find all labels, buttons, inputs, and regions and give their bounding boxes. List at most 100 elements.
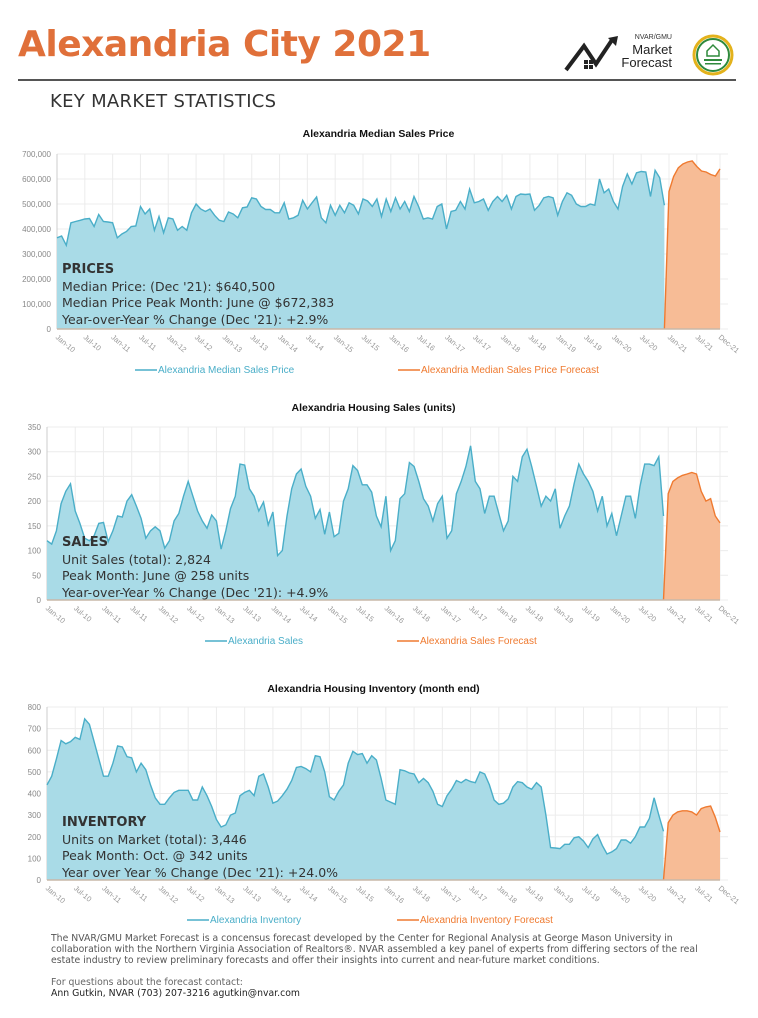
x-tick-label: Jan-19 <box>552 604 575 626</box>
sales-yoy: Year-over-Year % Change (Dec '21): +4.9% <box>62 584 329 600</box>
x-tick-label: Jul-20 <box>638 333 659 353</box>
x-tick-label: Jan-10 <box>54 333 77 355</box>
x-tick-label: Jul-12 <box>185 604 206 624</box>
x-tick-label: Jul-15 <box>354 604 375 624</box>
x-tick-label: Jul-13 <box>248 333 269 353</box>
x-tick-label: Jan-17 <box>439 884 462 906</box>
x-tick-label: Jan-20 <box>608 884 631 906</box>
x-tick-label: Jan-12 <box>157 604 180 626</box>
x-tick-label: Jan-14 <box>276 333 299 355</box>
y-tick-label: 500 <box>28 768 42 777</box>
y-tick-label: 100 <box>28 547 42 556</box>
forecast-line <box>662 805 721 881</box>
nvar-gmu-market-forecast-logo: NVAR/GMU Market Forecast <box>562 34 678 74</box>
y-tick-label: 350 <box>28 423 42 432</box>
x-tick-label: Jul-15 <box>360 333 381 353</box>
chart-title: Alexandria Housing Inventory (month end) <box>267 683 479 695</box>
x-tick-label: Jul-10 <box>72 884 93 904</box>
contact-block: For questions about the forecast contact… <box>51 977 300 999</box>
footer-paragraph: The NVAR/GMU Market Forecast is a concen… <box>51 933 698 966</box>
x-tick-label: Jul-16 <box>411 884 432 904</box>
x-tick-label: Jan-13 <box>213 604 236 626</box>
inventory-total: Units on Market (total): 3,446 <box>62 831 247 847</box>
forecast-line <box>663 160 721 330</box>
x-tick-label: Jan-18 <box>499 333 522 355</box>
x-tick-label: Jul-16 <box>411 604 432 624</box>
x-tick-label: Jul-20 <box>637 604 658 624</box>
x-tick-label: Jul-14 <box>298 604 319 624</box>
page-title: Alexandria City 2021 <box>18 24 431 65</box>
forecast-area <box>663 806 720 880</box>
inventory-stats-box: INVENTORY Units on Market (total): 3,446… <box>62 815 338 881</box>
x-tick-label: Jan-21 <box>665 604 688 626</box>
sales-heading: SALES <box>62 535 108 550</box>
y-tick-label: 200 <box>28 497 42 506</box>
header-divider <box>18 79 736 81</box>
x-tick-label: Jul-21 <box>693 604 714 624</box>
chart-title: Alexandria Median Sales Price <box>303 128 455 140</box>
history-area <box>47 718 664 880</box>
y-tick-label: 200 <box>28 833 42 842</box>
y-tick-label: 300 <box>28 448 42 457</box>
x-tick-label: Jul-17 <box>467 604 488 624</box>
x-tick-label: Jul-11 <box>137 333 158 353</box>
x-tick-label: Jul-13 <box>241 604 262 624</box>
x-tick-label: Jan-17 <box>439 604 462 626</box>
y-tick-label: 0 <box>37 596 42 605</box>
sales-peak: Peak Month: June @ 258 units <box>62 568 250 583</box>
x-tick-label: Jan-21 <box>666 333 689 355</box>
x-tick-label: Jul-18 <box>527 333 548 353</box>
x-tick-label: Jul-13 <box>241 884 262 904</box>
x-tick-label: Jan-11 <box>100 604 123 625</box>
inventory-peak: Peak Month: Oct. @ 342 units <box>62 848 248 863</box>
y-tick-label: 800 <box>28 703 42 712</box>
history-line <box>46 445 665 558</box>
x-tick-label: Jul-14 <box>298 884 319 904</box>
y-tick-label: 600 <box>28 746 42 755</box>
x-tick-label: Jan-13 <box>213 884 236 906</box>
x-tick-label: Jan-17 <box>443 333 466 355</box>
x-tick-label: Dec-21 <box>717 884 741 906</box>
x-tick-label: Jul-18 <box>524 604 545 624</box>
x-tick-label: Jan-15 <box>326 604 349 626</box>
prices-yoy: Year-over-Year % Change (Dec '21): +2.9% <box>62 311 329 327</box>
y-tick-label: 0 <box>37 876 42 885</box>
prices-peak: Median Price Peak Month: June @ $672,383 <box>62 295 335 310</box>
center-regional-analysis-logo <box>692 34 734 76</box>
x-tick-label: Jan-21 <box>665 884 688 906</box>
x-tick-label: Jan-12 <box>165 333 188 355</box>
y-tick-label: 100,000 <box>22 300 51 309</box>
prices-heading: PRICES <box>62 262 115 277</box>
x-tick-label: Jul-18 <box>524 884 545 904</box>
x-tick-label: Jul-19 <box>580 604 601 624</box>
y-tick-label: 150 <box>28 522 42 531</box>
contact-info: Ann Gutkin, NVAR (703) 207-3216 agutkin@… <box>51 988 300 999</box>
forecast-area <box>663 472 720 600</box>
x-tick-label: Jul-21 <box>693 884 714 904</box>
x-tick-label: Jan-15 <box>326 884 349 906</box>
chart-title: Alexandria Housing Sales (units) <box>292 402 456 414</box>
y-tick-label: 600,000 <box>22 175 51 184</box>
x-tick-label: Jul-19 <box>582 333 603 353</box>
section-subtitle: KEY MARKET STATISTICS <box>50 91 277 112</box>
x-tick-label: Jul-20 <box>637 884 658 904</box>
x-tick-label: Jan-12 <box>157 884 180 906</box>
x-tick-label: Jan-15 <box>332 333 355 355</box>
x-tick-label: Jan-18 <box>496 604 519 626</box>
legend-label: Alexandria Sales Forecast <box>420 636 537 647</box>
y-tick-label: 200,000 <box>22 275 51 284</box>
x-tick-label: Jul-11 <box>128 884 149 904</box>
prices-stats-box: PRICES Median Price: (Dec '21): $640,500… <box>62 262 334 328</box>
legend-label: Alexandria Inventory Forecast <box>420 915 553 926</box>
x-tick-label: Jul-14 <box>304 333 325 353</box>
x-tick-label: Jan-13 <box>221 333 244 355</box>
x-tick-label: Jan-14 <box>270 604 293 626</box>
x-tick-label: Jul-12 <box>193 333 214 353</box>
chart-arrow-house-icon <box>564 36 618 72</box>
x-tick-label: Jan-10 <box>44 884 67 906</box>
history-line <box>56 168 666 248</box>
x-tick-label: Jul-15 <box>354 884 375 904</box>
history-line <box>46 717 665 855</box>
forecast-line <box>662 471 721 601</box>
x-tick-label: Jul-10 <box>82 333 103 353</box>
